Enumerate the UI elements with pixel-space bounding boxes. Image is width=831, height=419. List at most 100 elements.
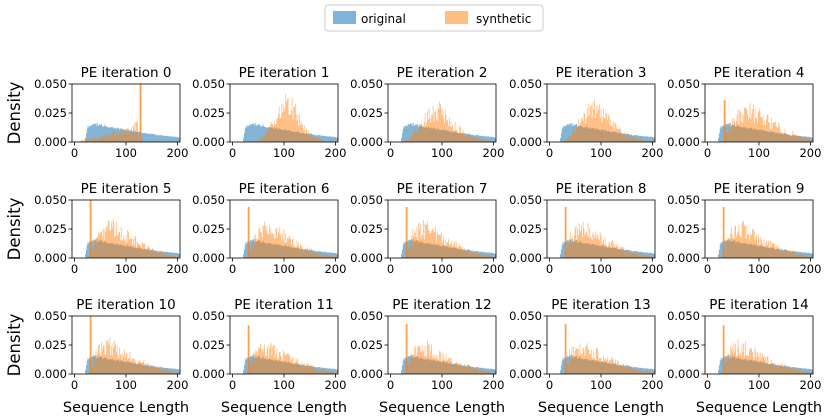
x-axis-label: Sequence Length <box>379 400 505 416</box>
x-tick-label: 100 <box>590 262 612 276</box>
x-tick-label: 200 <box>799 378 821 392</box>
x-tick-label: 100 <box>431 378 453 392</box>
y-tick-label: 0.025 <box>192 338 225 352</box>
x-tick-label: 100 <box>115 378 137 392</box>
y-tick-label: 0.025 <box>350 106 383 120</box>
x-tick-label: 0 <box>704 262 711 276</box>
synthetic-histogram-bars <box>707 103 813 142</box>
synthetic-spike-bar <box>722 325 725 374</box>
x-tick-label: 200 <box>166 262 188 276</box>
panel-title: PE iteration 9 <box>714 181 805 197</box>
synthetic-histogram <box>232 221 338 258</box>
x-tick-label: 100 <box>431 262 453 276</box>
y-tick-label: 0.025 <box>34 338 67 352</box>
x-tick-label: 200 <box>482 262 504 276</box>
panel-title: PE iteration 0 <box>81 65 172 81</box>
synthetic-histogram-bars <box>390 340 496 374</box>
y-tick-label: 0.025 <box>350 338 383 352</box>
x-tick-label: 0 <box>546 378 553 392</box>
legend-frame <box>324 4 544 32</box>
panel-title: PE iteration 2 <box>397 65 488 81</box>
y-tick-label: 0.000 <box>667 367 700 381</box>
x-tick-label: 200 <box>324 378 346 392</box>
y-axis-label: Density <box>5 197 24 260</box>
y-tick-label: 0.025 <box>509 106 542 120</box>
synthetic-histogram-bars <box>390 220 496 258</box>
y-tick-label: 0.025 <box>350 222 383 236</box>
panel-title: PE iteration 3 <box>556 65 647 81</box>
synthetic-histogram-bars <box>232 221 338 258</box>
y-axis-label: Density <box>5 313 24 376</box>
panel-10: PE iteration 10 0 100 200 0.000 0.025 0.050 <box>34 297 188 392</box>
x-tick-label: 100 <box>748 262 770 276</box>
x-tick-label: 0 <box>229 146 236 160</box>
panel-title: PE iteration 7 <box>397 181 488 197</box>
synthetic-histogram-bars <box>549 222 655 258</box>
x-axis-label: Sequence Length <box>696 400 822 416</box>
panel-title: PE iteration 14 <box>709 297 808 313</box>
x-tick-label: 100 <box>748 146 770 160</box>
y-tick-label: 0.000 <box>350 367 383 381</box>
synthetic-histogram-bars <box>232 94 338 142</box>
synthetic-spike-bar <box>723 100 726 142</box>
x-tick-label: 200 <box>324 262 346 276</box>
y-tick-label: 0.050 <box>350 193 383 207</box>
synthetic-histogram-bars <box>707 339 813 374</box>
legend-label-original: original <box>361 12 406 26</box>
x-tick-label: 100 <box>273 378 295 392</box>
x-tick-label: 100 <box>431 146 453 160</box>
synthetic-spike-bar <box>247 206 250 258</box>
panel-title: PE iteration 1 <box>239 65 330 81</box>
synthetic-spike-bar <box>89 200 92 258</box>
y-tick-label: 0.000 <box>667 251 700 265</box>
x-tick-label: 100 <box>590 146 612 160</box>
x-tick-label: 0 <box>71 262 78 276</box>
synthetic-spike-bar <box>405 206 408 258</box>
y-tick-label: 0.050 <box>350 309 383 323</box>
x-tick-label: 0 <box>546 146 553 160</box>
synthetic-histogram <box>390 340 496 374</box>
x-tick-label: 0 <box>387 146 394 160</box>
synthetic-histogram <box>232 342 338 374</box>
panel-title: PE iteration 5 <box>81 181 172 197</box>
y-tick-label: 0.050 <box>34 309 67 323</box>
synthetic-histogram-bars <box>390 101 496 142</box>
panel-0: PE iteration 0 0 100 200 0.000 0.025 0.050 <box>34 65 188 160</box>
panel-2: PE iteration 2 0 100 200 0.000 0.025 0.050 <box>350 65 504 160</box>
x-axis-label: Sequence Length <box>538 400 664 416</box>
x-tick-label: 0 <box>229 262 236 276</box>
x-tick-label: 100 <box>590 378 612 392</box>
y-tick-label: 0.000 <box>350 135 383 149</box>
x-tick-label: 100 <box>273 262 295 276</box>
panel-title: PE iteration 6 <box>239 181 330 197</box>
panel-title: PE iteration 13 <box>551 297 650 313</box>
panel-title: PE iteration 8 <box>556 181 647 197</box>
legend: original synthetic <box>324 4 544 32</box>
y-tick-label: 0.000 <box>350 251 383 265</box>
synthetic-spike-bar <box>247 325 250 374</box>
y-tick-label: 0.050 <box>509 77 542 91</box>
panel-title: PE iteration 11 <box>234 297 333 313</box>
x-tick-label: 0 <box>387 262 394 276</box>
x-tick-label: 0 <box>704 378 711 392</box>
y-tick-label: 0.050 <box>192 193 225 207</box>
synthetic-histogram-bars <box>549 99 655 142</box>
synthetic-histogram <box>232 94 338 142</box>
legend-swatch-original <box>333 11 356 24</box>
y-tick-label: 0.050 <box>667 309 700 323</box>
y-tick-label: 0.050 <box>509 309 542 323</box>
panel-11: PE iteration 11 0 100 200 0.000 0.025 0.050 <box>192 297 346 392</box>
x-tick-label: 0 <box>704 146 711 160</box>
panel-7: PE iteration 7 0 100 200 0.000 0.025 0.050 <box>350 181 504 276</box>
panel-title: PE iteration 10 <box>76 297 175 313</box>
synthetic-histogram <box>74 218 180 258</box>
x-tick-label: 200 <box>166 378 188 392</box>
legend-swatch-synthetic <box>445 11 468 24</box>
y-tick-label: 0.000 <box>509 251 542 265</box>
y-tick-label: 0.025 <box>192 222 225 236</box>
synthetic-histogram-bars <box>74 120 180 142</box>
synthetic-histogram-bars <box>549 342 655 374</box>
y-tick-label: 0.000 <box>34 135 67 149</box>
synthetic-histogram <box>707 103 813 142</box>
